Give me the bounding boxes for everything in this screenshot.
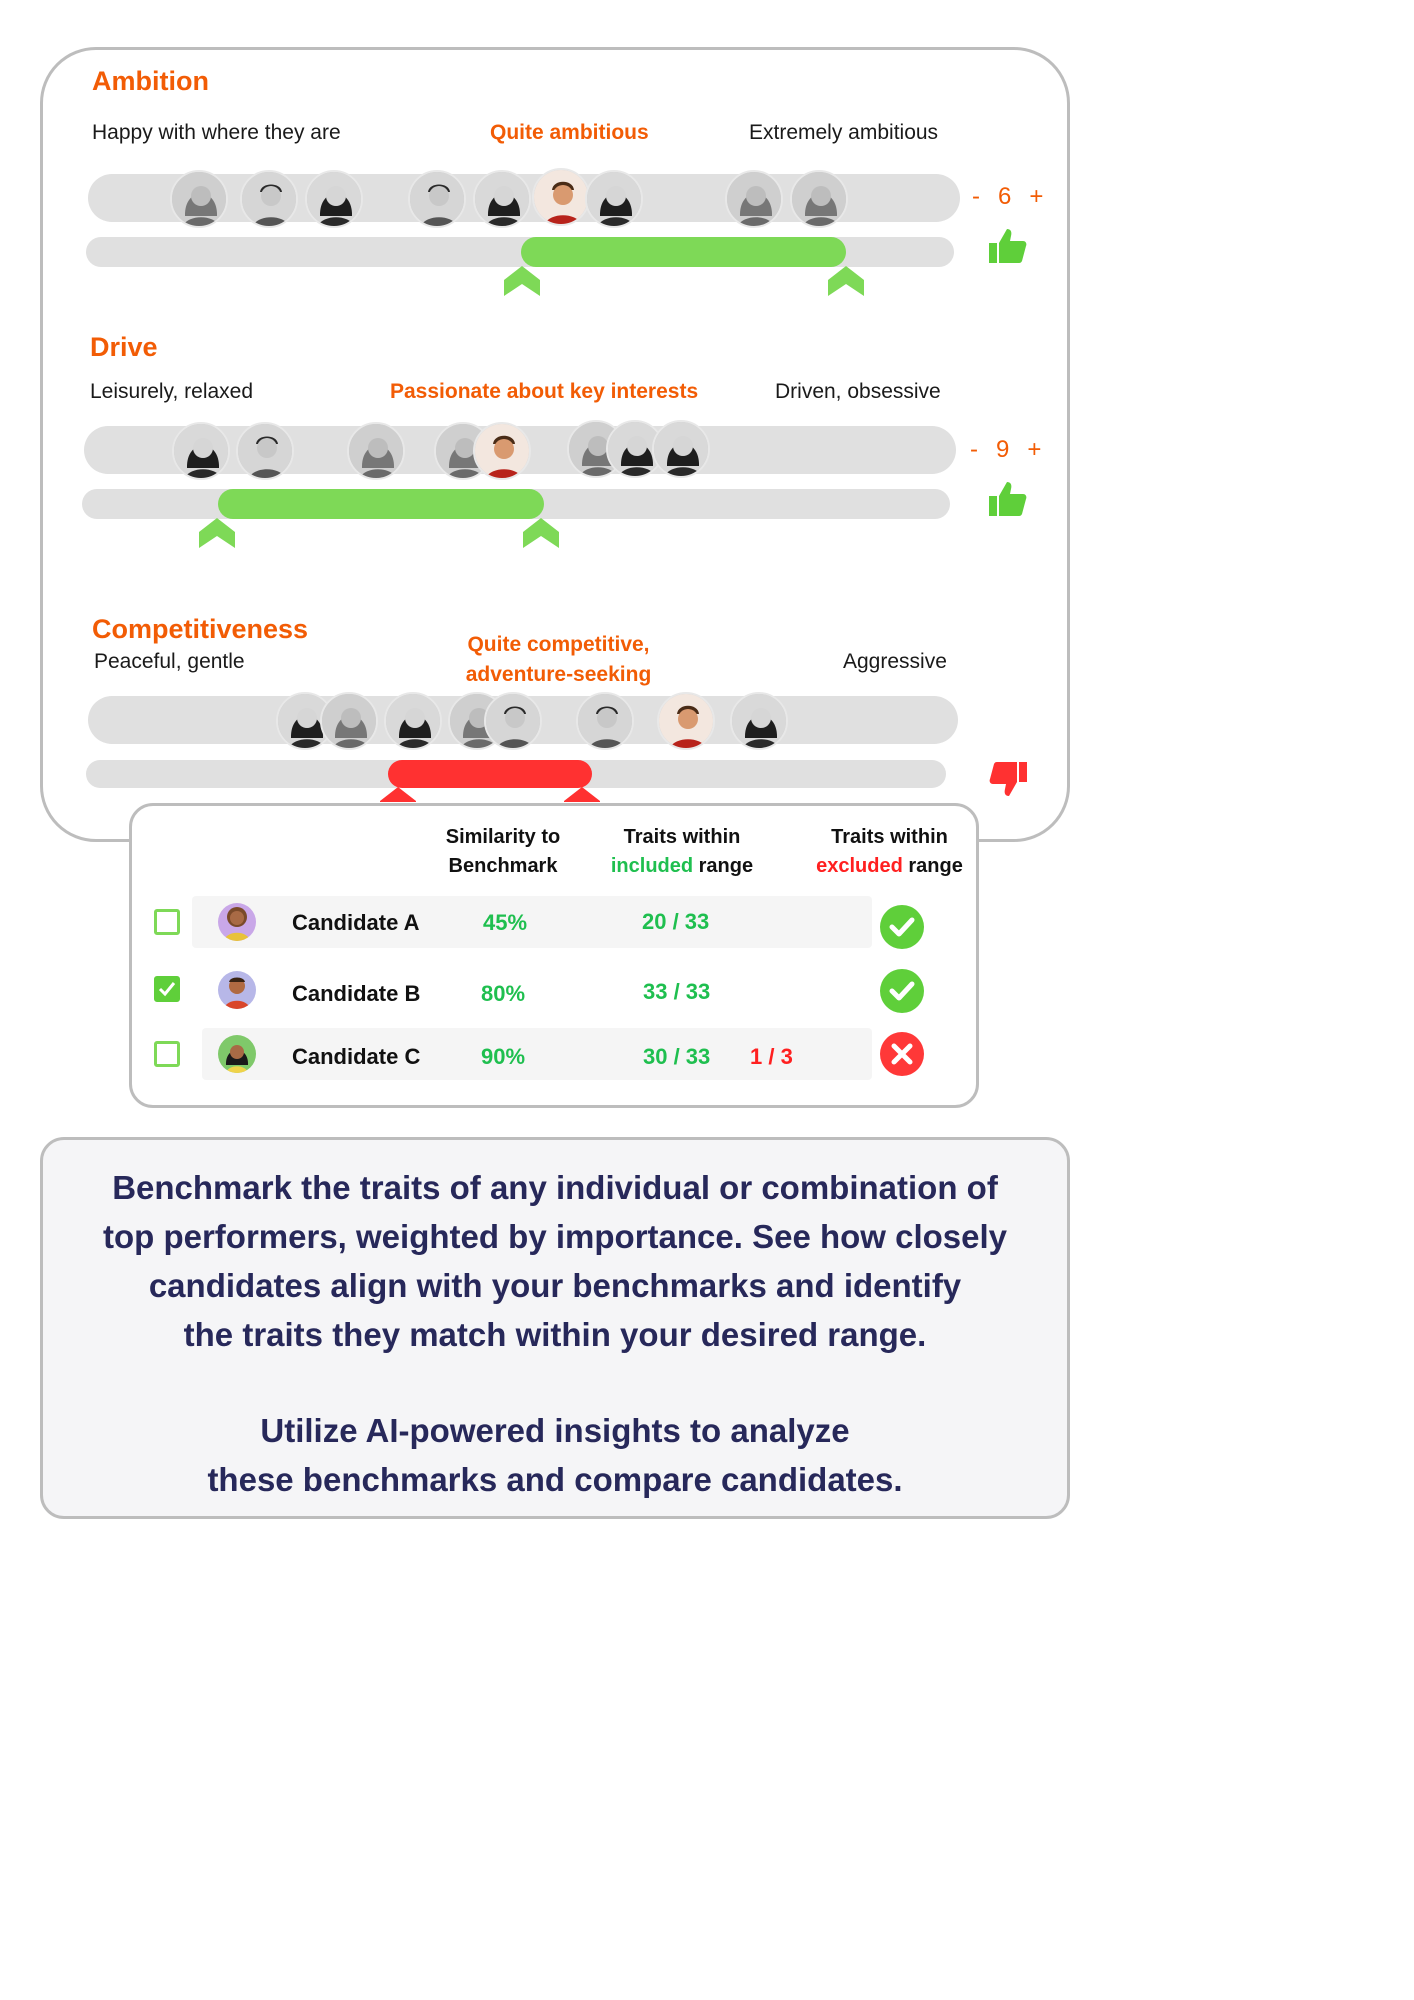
candidate-name: Candidate C xyxy=(292,1044,421,1069)
range-max-handle[interactable] xyxy=(564,787,600,802)
avatar xyxy=(585,170,643,228)
avatar xyxy=(305,170,363,228)
trait-mid-label: Passionate about key interests xyxy=(390,380,699,403)
trait-high-label: Aggressive xyxy=(843,650,947,673)
column-header-included: Traits within included range xyxy=(610,826,754,877)
weight-value: 9 xyxy=(996,436,1010,463)
candidate-comparison-table: Similarity to Benchmark Traits within in… xyxy=(129,803,979,1108)
candidate-name: Candidate A xyxy=(292,910,420,935)
avatar xyxy=(384,692,442,750)
range-slider-track[interactable] xyxy=(86,760,946,788)
range-slider-fill xyxy=(388,760,592,788)
range-min-handle[interactable] xyxy=(504,266,540,296)
trait-title-drive: Drive xyxy=(90,332,158,362)
avatar xyxy=(567,420,625,478)
range-max-handle[interactable] xyxy=(828,266,864,296)
avatar xyxy=(276,692,334,750)
weight-value: 6 xyxy=(998,183,1012,210)
avatar xyxy=(236,422,294,480)
avatar xyxy=(657,692,715,750)
avatar xyxy=(320,692,378,750)
avatar xyxy=(652,420,710,478)
description-paragraph-ai: Utilize AI-powered insights to analyze t… xyxy=(207,1412,903,1498)
select-checkbox[interactable] xyxy=(154,1041,180,1067)
avatar xyxy=(240,170,298,228)
avatar xyxy=(576,692,634,750)
description-panel: Benchmark the traits of any individual o… xyxy=(40,1137,1070,1519)
weight-decrease-button[interactable]: - xyxy=(970,436,978,463)
table-row[interactable] xyxy=(192,896,872,948)
select-checkbox[interactable] xyxy=(154,909,180,935)
range-slider-fill xyxy=(218,489,544,519)
range-min-handle[interactable] xyxy=(199,518,235,548)
thumbs-up-icon[interactable] xyxy=(987,225,1029,267)
included-traits-value: 30 / 33 xyxy=(643,1044,711,1069)
trait-title-competitiveness: Competitiveness xyxy=(92,614,309,644)
weight-increase-button[interactable]: + xyxy=(1029,183,1044,210)
similarity-value: 90% xyxy=(481,1044,526,1069)
excluded-traits-value: 1 / 3 xyxy=(750,1044,793,1069)
status-x-icon xyxy=(880,1032,924,1076)
status-check-icon xyxy=(880,969,924,1013)
avatar xyxy=(218,903,256,941)
weight-increase-button[interactable]: + xyxy=(1027,436,1042,463)
select-checkbox[interactable] xyxy=(154,976,180,1002)
trait-high-label: Driven, obsessive xyxy=(775,380,941,403)
range-slider-track[interactable] xyxy=(86,237,954,267)
candidate-name: Candidate B xyxy=(292,981,421,1006)
thumbs-down-icon[interactable] xyxy=(987,758,1029,800)
avatar xyxy=(170,170,228,228)
avatar xyxy=(790,170,848,228)
trait-low-label: Happy with where they are xyxy=(92,121,341,144)
included-traits-value: 20 / 33 xyxy=(642,909,710,934)
description-paragraph: Benchmark the traits of any individual o… xyxy=(102,1169,1008,1353)
avatar xyxy=(473,422,531,480)
trait-title-ambition: Ambition xyxy=(92,66,209,96)
avatar xyxy=(218,971,256,1009)
weight-decrease-button[interactable]: - xyxy=(972,183,980,210)
column-header-excluded: Traits within excluded range xyxy=(816,826,963,877)
trait-mid-label: Quite competitive, adventure-seeking xyxy=(465,633,652,686)
trait-high-label: Extremely ambitious xyxy=(749,121,939,144)
trait-mid-label: Quite ambitious xyxy=(490,121,649,144)
thumbs-up-icon[interactable] xyxy=(987,478,1029,520)
table-row[interactable] xyxy=(202,1028,872,1080)
avatar xyxy=(730,692,788,750)
trait-low-label: Leisurely, relaxed xyxy=(90,380,254,403)
avatar xyxy=(725,170,783,228)
similarity-value: 45% xyxy=(483,910,528,935)
avatar xyxy=(473,170,531,228)
avatar xyxy=(484,692,542,750)
avatar xyxy=(347,422,405,480)
trait-low-label: Peaceful, gentle xyxy=(94,650,245,673)
column-header-similarity: Similarity to Benchmark xyxy=(445,826,561,877)
range-slider-fill xyxy=(521,237,846,267)
weight-stepper: - 6 + xyxy=(972,183,1043,211)
status-check-icon xyxy=(880,905,924,949)
avatar xyxy=(172,422,230,480)
range-min-handle[interactable] xyxy=(380,787,416,802)
range-slider-track[interactable] xyxy=(82,489,950,519)
similarity-value: 80% xyxy=(481,981,526,1006)
range-max-handle[interactable] xyxy=(523,518,559,548)
avatar xyxy=(532,168,590,226)
avatar xyxy=(408,170,466,228)
included-traits-value: 33 / 33 xyxy=(643,979,711,1004)
avatar xyxy=(218,1035,256,1073)
weight-stepper: - 9 + xyxy=(970,436,1041,464)
